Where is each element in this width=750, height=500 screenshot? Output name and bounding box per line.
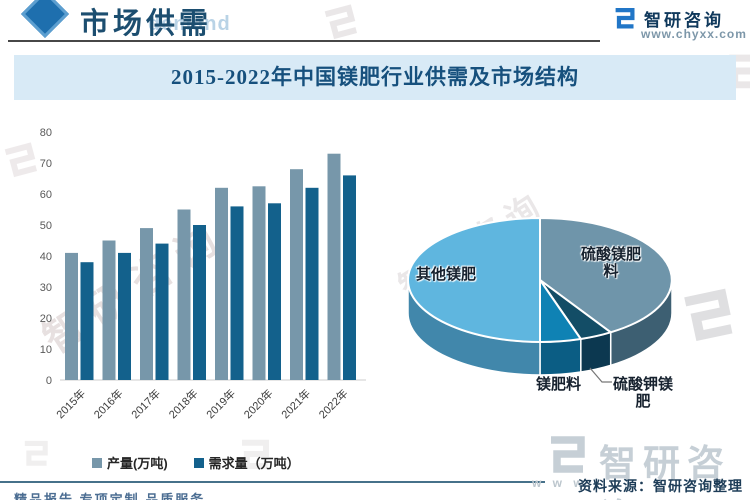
footer-divider: [0, 481, 545, 483]
diamond-bullet-icon: [20, 0, 70, 39]
legend-label-demand: 需求量（万吨）: [208, 456, 300, 471]
pie-label-magnesium-fertilizer: 镁肥料: [536, 376, 582, 393]
svg-text:2017年: 2017年: [128, 386, 163, 421]
svg-text:50: 50: [40, 220, 52, 232]
svg-text:2021年: 2021年: [278, 386, 313, 421]
section-title: 市场供需: [80, 8, 213, 40]
production-swatch-icon: [92, 457, 102, 468]
website-watermark-text: w w w: [532, 476, 587, 490]
svg-text:40: 40: [40, 251, 52, 263]
pie-chart: [407, 217, 673, 383]
pie-label-magnesium-sulfate: 硫酸镁肥料: [580, 246, 641, 280]
zhiyan-logo-watermark-text: 智研咨询: [599, 443, 731, 500]
zhiyan-logo-icon: [610, 4, 638, 32]
header-divider: [8, 40, 600, 42]
svg-text:20: 20: [40, 313, 52, 325]
svg-text:70: 70: [40, 158, 52, 170]
pie-label-other: 其他镁肥: [416, 266, 477, 283]
chart-title-band: 2015-2022年中国镁肥行业供需及市场结构: [14, 55, 736, 100]
chart-title: 2015-2022年中国镁肥行业供需及市场结构: [171, 65, 579, 89]
data-source-text: 资料来源：智研咨询整理: [578, 478, 743, 494]
demand-watermark-text: demand: [148, 13, 231, 35]
zhiyan-logo-text: 智研咨询: [644, 11, 724, 30]
svg-text:10: 10: [40, 344, 52, 356]
demand-swatch-icon: [193, 457, 204, 468]
website-link[interactable]: www.chyxx.com: [641, 27, 747, 41]
pie-label-potassium-magnesium-sulfate: 硫酸钾镁肥: [612, 376, 673, 410]
svg-text:2018年: 2018年: [166, 386, 201, 421]
svg-text:30: 30: [40, 282, 52, 294]
bar-chart: 0 10 20 30 40 50 60 70 80 2015年 2016年 2017年 2018年 201…: [40, 127, 366, 421]
bar-chart-legend: 产量(万吨) 需求量（万吨）: [92, 453, 300, 472]
svg-text:2022年: 2022年: [316, 386, 351, 421]
svg-text:2016年: 2016年: [91, 386, 126, 421]
legend-item-demand: 需求量（万吨）: [193, 453, 300, 472]
svg-text:0: 0: [46, 375, 52, 387]
zhiyan-logo-watermark-icon: [541, 429, 591, 479]
svg-text:2015年: 2015年: [53, 386, 88, 421]
services-footer-text: 精品报告 专项定制 品质服务: [14, 492, 206, 500]
svg-text:2019年: 2019年: [203, 386, 238, 421]
svg-text:80: 80: [40, 127, 52, 139]
legend-label-production: 产量(万吨): [107, 456, 168, 471]
svg-text:2020年: 2020年: [241, 386, 276, 421]
svg-text:60: 60: [40, 189, 52, 201]
legend-item-production: 产量(万吨): [92, 453, 168, 472]
